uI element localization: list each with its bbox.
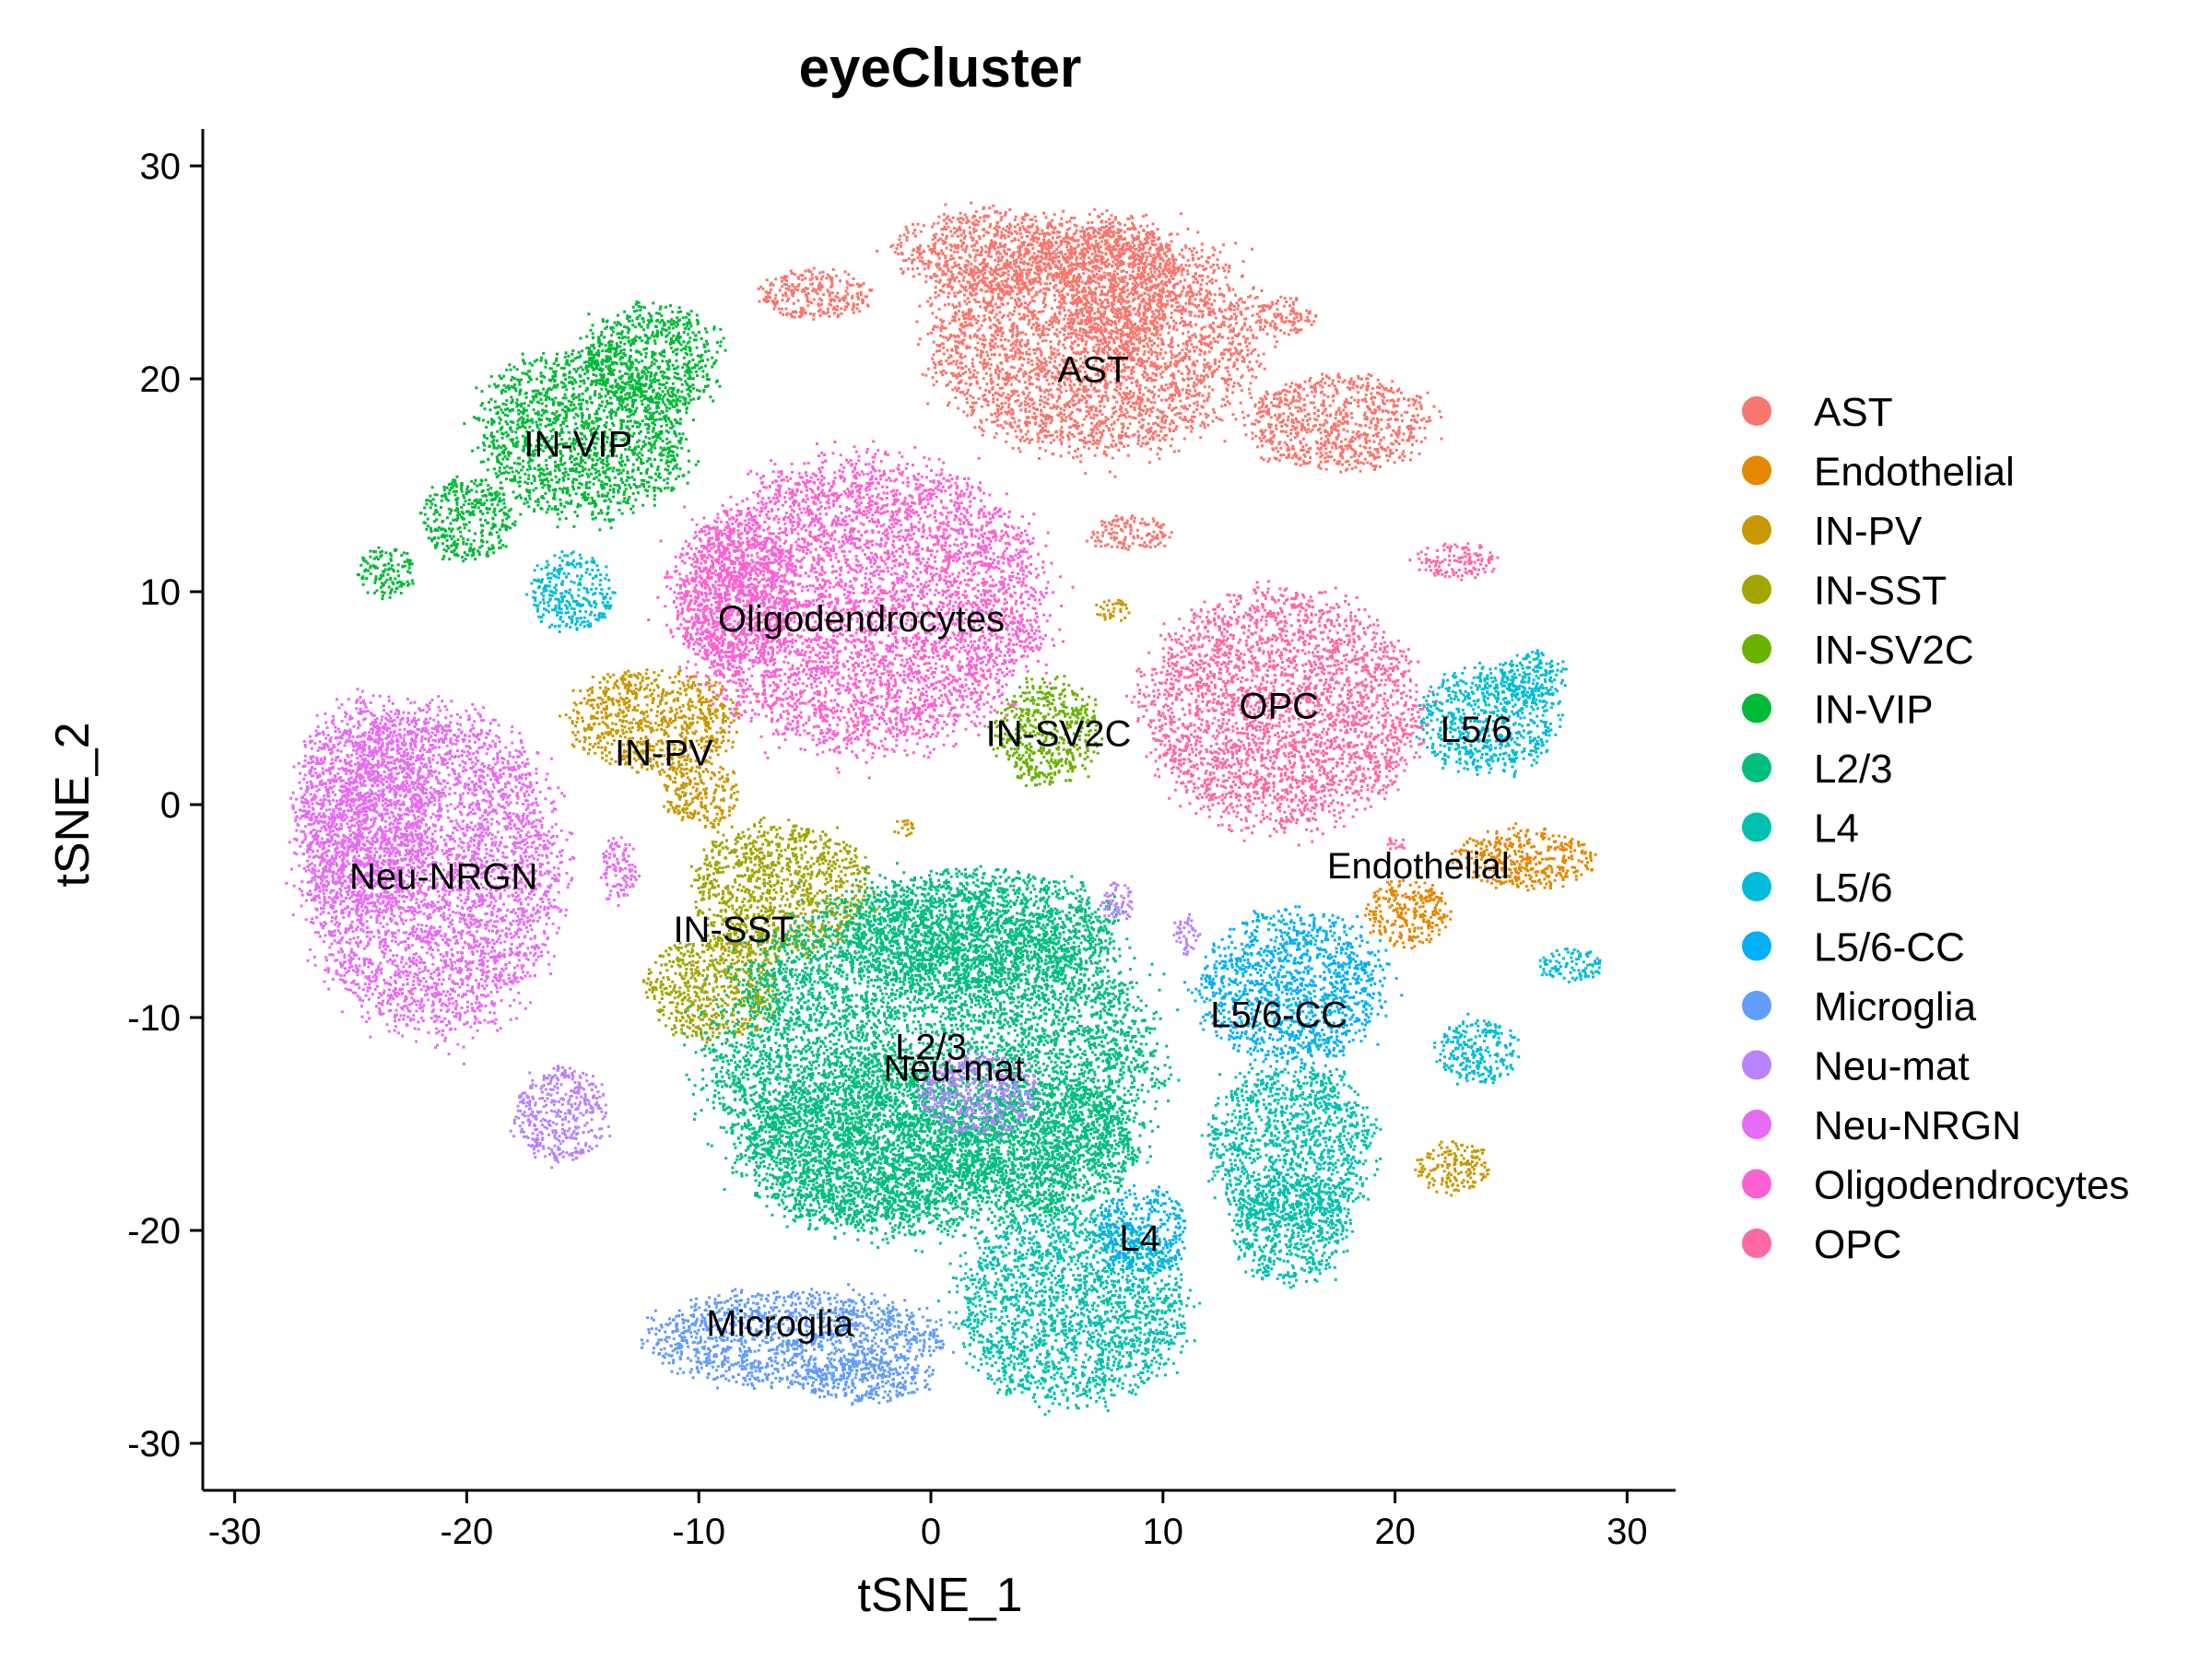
points-layer	[285, 201, 1602, 1417]
legend-swatch	[1742, 1169, 1771, 1199]
legend-label: Endothelial	[1814, 450, 2015, 495]
y-axis-title: tSNE_2	[46, 722, 100, 887]
legend-label: IN-PV	[1814, 509, 1923, 554]
axes-layer: -30 -20 -10 0 10 20 30 -30 -20 -10 0 10 20 30	[127, 129, 1676, 1552]
cluster-points-l5-6	[525, 550, 1602, 1086]
x-tick-label: 30	[1606, 1512, 1648, 1552]
legend-swatch	[1742, 991, 1771, 1020]
y-tick-label: 10	[140, 572, 182, 613]
cluster-label: IN-SV2C	[986, 714, 1132, 755]
legend-label: Microglia	[1814, 984, 1977, 1030]
legend-label: AST	[1814, 390, 1893, 435]
legend-label: IN-SV2C	[1814, 628, 1974, 673]
legend-label: Neu-NRGN	[1814, 1103, 2021, 1148]
y-tick-label: 20	[140, 359, 182, 400]
legend-swatch	[1742, 1050, 1771, 1080]
cluster-points-ast	[757, 201, 1443, 551]
legend-label: Oligodendrocytes	[1814, 1163, 2129, 1208]
cluster-points-endothelial	[1363, 822, 1597, 950]
legend: AST Endothelial IN-PV IN-SST IN-SV2C IN-VIP L2…	[1742, 390, 2129, 1267]
y-tick-label: 0	[160, 785, 181, 826]
legend-swatch	[1742, 455, 1771, 486]
x-tick-label: -10	[672, 1512, 725, 1552]
legend-swatch	[1742, 574, 1771, 605]
cluster-points-neu-mat	[509, 881, 1202, 1170]
cluster-label: IN-VIP	[524, 424, 632, 465]
cluster-label: L5/6-CC	[1210, 995, 1347, 1036]
legend-swatch	[1742, 872, 1771, 901]
y-tick-label: -30	[127, 1424, 181, 1465]
cluster-label: IN-SST	[673, 910, 794, 950]
legend-swatch	[1742, 753, 1771, 782]
cluster-points-l4	[936, 1053, 1382, 1417]
cluster-points-opc	[1124, 542, 1500, 851]
cluster-label: Neu-mat	[884, 1048, 1025, 1088]
cluster-label: Endothelial	[1327, 846, 1510, 887]
legend-label: L2/3	[1814, 747, 1893, 792]
legend-label: Neu-mat	[1814, 1044, 1970, 1089]
legend-swatch	[1742, 812, 1771, 842]
cluster-points-neu-nrgn	[285, 688, 641, 1065]
legend-swatch	[1742, 396, 1771, 426]
cluster-label: Microglia	[706, 1304, 854, 1345]
legend-label: L4	[1814, 806, 1859, 852]
cluster-label: L4	[1119, 1218, 1160, 1259]
cluster-labels-layer: AST Endothelial IN-PV IN-SST IN-SV2C IN-VIP L2…	[349, 350, 1512, 1345]
legend-label: IN-VIP	[1814, 688, 1934, 733]
legend-swatch	[1742, 1229, 1771, 1258]
cluster-label: Oligodendrocytes	[718, 599, 1005, 640]
x-tick-label: 0	[921, 1512, 941, 1552]
x-tick-label: 10	[1143, 1512, 1184, 1552]
legend-label: L5/6	[1814, 865, 1893, 911]
cluster-points-l5-6-cc	[1093, 905, 1404, 1282]
cluster-label: L5/6	[1441, 710, 1512, 750]
y-tick-label: 30	[140, 147, 182, 187]
cluster-points-in-vip	[356, 300, 727, 601]
chart-title: eyeCluster	[799, 37, 1082, 99]
cluster-points-in-sv2c	[987, 675, 1104, 787]
x-tick-label: 20	[1374, 1512, 1416, 1552]
cluster-label: AST	[1057, 350, 1129, 391]
legend-label: OPC	[1814, 1222, 1901, 1267]
legend-label: IN-SST	[1814, 569, 1947, 614]
x-tick-label: -30	[208, 1512, 262, 1552]
cluster-label: IN-PV	[615, 733, 713, 773]
cluster-points-in-sst	[641, 816, 878, 1044]
y-tick-label: -20	[127, 1211, 181, 1252]
cluster-label: Neu-NRGN	[349, 856, 537, 897]
legend-swatch	[1742, 634, 1771, 664]
legend-swatch	[1742, 1110, 1771, 1139]
cluster-points-oligodendrocytes	[647, 440, 1075, 780]
y-tick-label: -10	[127, 998, 181, 1039]
legend-swatch	[1742, 693, 1771, 724]
cluster-label: L2/3	[895, 1027, 967, 1067]
x-axis-title: tSNE_1	[857, 1569, 1022, 1622]
x-tick-label: -20	[440, 1512, 493, 1552]
legend-swatch	[1742, 515, 1771, 545]
legend-swatch	[1742, 931, 1771, 961]
cluster-points-l2-3	[683, 862, 1221, 1268]
cluster-label: OPC	[1239, 687, 1319, 727]
cluster-points-microglia	[640, 1283, 956, 1406]
legend-label: L5/6-CC	[1814, 925, 1965, 971]
